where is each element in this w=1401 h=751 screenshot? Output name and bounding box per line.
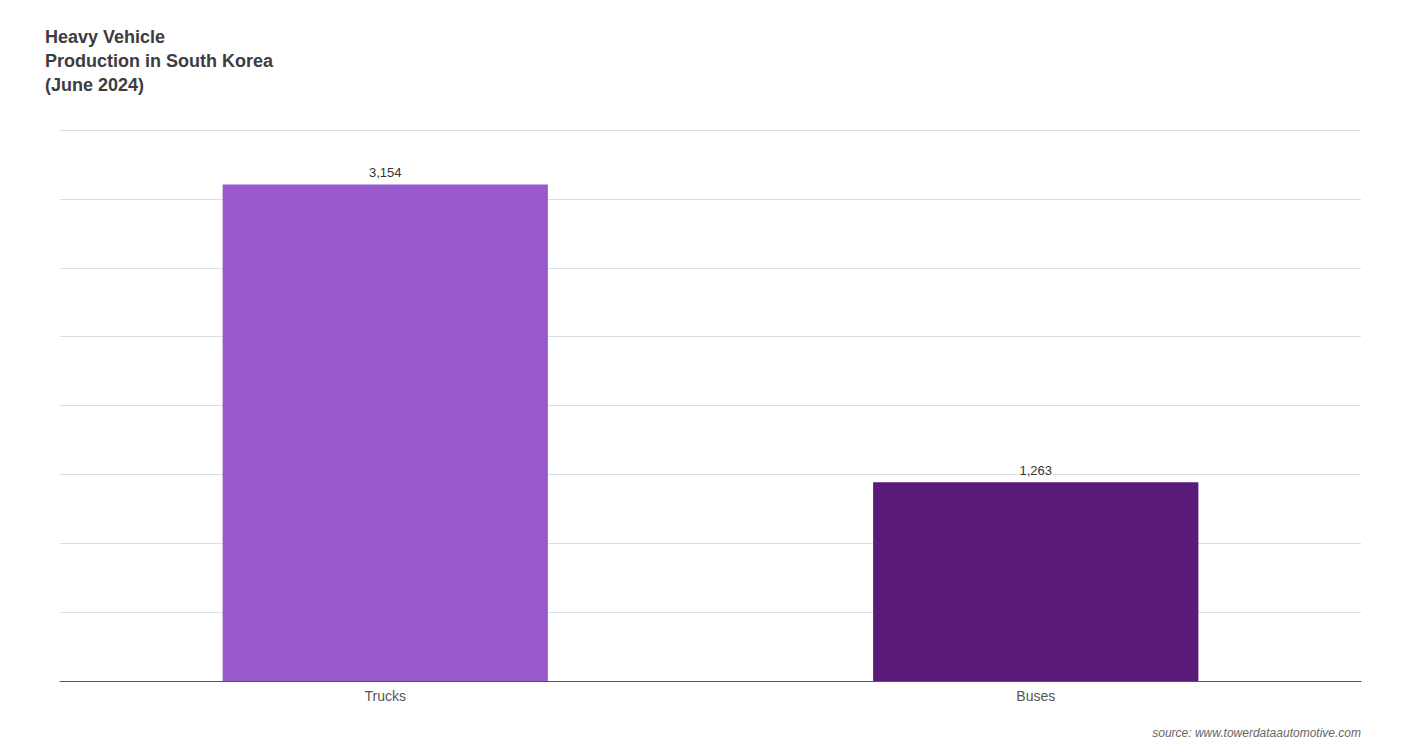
svg-text:Production in South Korea: Production in South Korea — [45, 51, 274, 71]
svg-text:(June 2024): (June 2024) — [45, 75, 144, 95]
svg-text:Trucks: Trucks — [365, 688, 406, 704]
svg-text:3,154: 3,154 — [369, 165, 402, 180]
svg-text:Buses: Buses — [1016, 688, 1055, 704]
svg-text:source: www.towerdataautomotiv: source: www.towerdataautomotive.com — [1152, 726, 1361, 740]
svg-text:Heavy Vehicle: Heavy Vehicle — [45, 27, 165, 47]
svg-text:1,263: 1,263 — [1019, 463, 1052, 478]
